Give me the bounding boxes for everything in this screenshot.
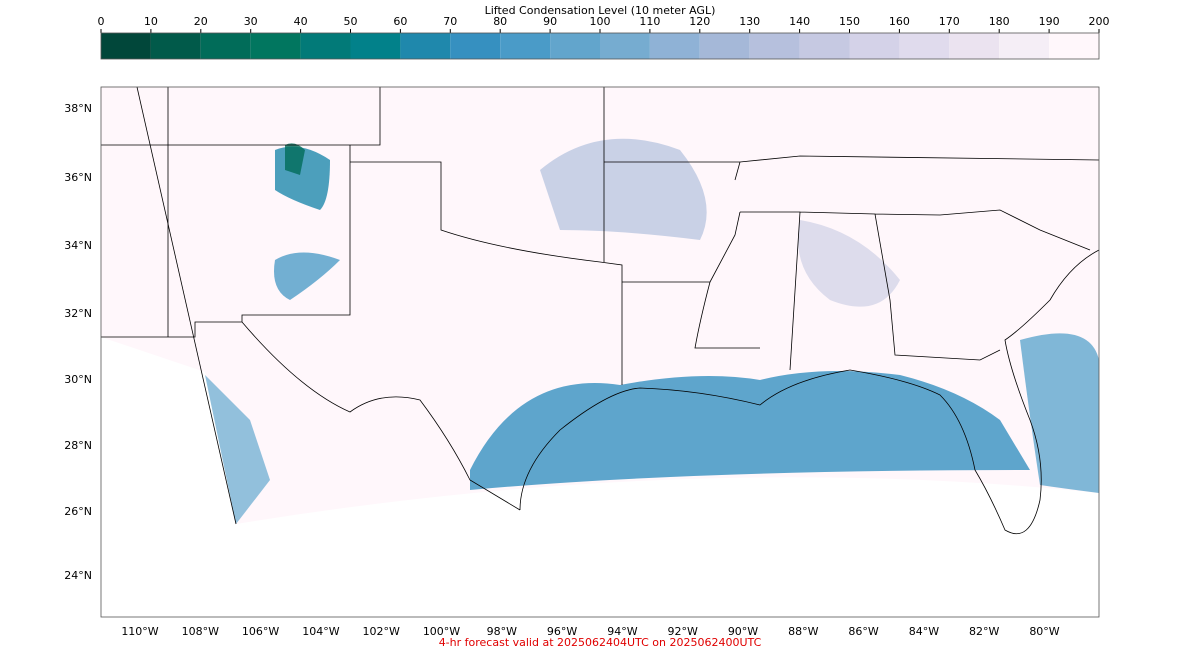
state-borders	[101, 87, 1100, 511]
lat-label: 30°N	[64, 373, 92, 386]
colorbar-tick-label: 160	[889, 15, 910, 28]
domain-edge	[136, 86, 237, 525]
colorbar-tick-label: 130	[739, 15, 760, 28]
colorbar-bin	[749, 33, 800, 59]
coastline	[519, 249, 1100, 535]
colorbar-bin	[101, 33, 151, 59]
map	[100, 86, 1100, 618]
lon-label: 100°W	[423, 625, 460, 638]
lat-label: 24°N	[64, 569, 92, 582]
colorbar-tick-label: 190	[1039, 15, 1060, 28]
colorbar-tick-label: 20	[194, 15, 208, 28]
colorbar-tick-label: 110	[639, 15, 660, 28]
colorbar-bin	[200, 33, 251, 59]
colorbar-bin	[350, 33, 401, 59]
colorbar-bin	[849, 33, 900, 59]
colorbar-bin	[699, 33, 750, 59]
al-field	[798, 220, 900, 307]
colorbar-frame	[100, 32, 1100, 60]
colorbar-tick-label: 0	[98, 15, 105, 28]
colorbar-tick-label: 120	[689, 15, 710, 28]
mexico-field	[205, 375, 270, 524]
lon-label: 110°W	[121, 625, 158, 638]
lat-label: 38°N	[64, 102, 92, 115]
lon-label: 108°W	[182, 625, 219, 638]
lon-label: 94°W	[607, 625, 637, 638]
colorbar-bin	[1049, 33, 1099, 59]
colorbar-tick-label: 30	[244, 15, 258, 28]
colorbar-bin	[999, 33, 1050, 59]
colorbar-tick-label: 150	[839, 15, 860, 28]
lon-label: 92°W	[668, 625, 698, 638]
map-labels: 38°N 36°N 34°N 32°N 30°N 28°N 26°N 24°N 110°W 108…	[64, 102, 1060, 638]
colorbar-tick-label: 40	[294, 15, 308, 28]
colorbar-tick-label: 90	[543, 15, 557, 28]
colorbar-tick-label: 50	[344, 15, 358, 28]
ar-field	[540, 138, 707, 240]
colorbar-tick-label: 70	[443, 15, 457, 28]
lat-label: 32°N	[64, 307, 92, 320]
nm-field-core	[285, 143, 305, 175]
gulf-field	[470, 371, 1030, 490]
lat-label: 26°N	[64, 505, 92, 518]
lon-label: 88°W	[788, 625, 818, 638]
colorbar-bin	[150, 33, 201, 59]
colorbar-tick-label: 200	[1089, 15, 1110, 28]
caption: 4-hr forecast valid at 2025062404UTC on …	[439, 636, 762, 649]
colorbar: 0 10 20 30 40 50 60 70 80 90 100 110 120 130 140 150 160…	[98, 15, 1110, 59]
colorbar-bin	[400, 33, 451, 59]
colorbar-bin	[799, 33, 850, 59]
colorbar-title: Lifted Condensation Level (10 meter AGL)	[485, 4, 716, 17]
colorbar-bin	[550, 33, 600, 59]
lon-label: 96°W	[547, 625, 577, 638]
colorbar-bin	[300, 33, 351, 59]
lon-label: 82°W	[969, 625, 999, 638]
colorbar-bin	[450, 33, 501, 59]
lon-label: 90°W	[728, 625, 758, 638]
colorbar-tick-label: 10	[144, 15, 158, 28]
atlantic-field	[1020, 333, 1099, 493]
colorbar-bin	[250, 33, 301, 59]
lon-label: 102°W	[363, 625, 400, 638]
colorbar-tick-label: 80	[493, 15, 507, 28]
colorbar-bin	[899, 33, 950, 59]
nm-south-field	[274, 252, 340, 300]
colorbar-bin	[500, 33, 551, 59]
lon-label: 106°W	[242, 625, 279, 638]
colorbar-bin	[949, 33, 1000, 59]
colorbar-bin	[649, 33, 700, 59]
lon-label: 80°W	[1029, 625, 1059, 638]
map-frame	[100, 86, 1100, 618]
colorbar-tick-label: 60	[393, 15, 407, 28]
lat-label: 34°N	[64, 239, 92, 252]
lon-label: 86°W	[848, 625, 878, 638]
colorbar-tick-label: 180	[989, 15, 1010, 28]
lat-label: 28°N	[64, 439, 92, 452]
lon-label: 84°W	[909, 625, 939, 638]
lon-label: 98°W	[487, 625, 517, 638]
colorbar-bin	[600, 33, 650, 59]
lat-label: 36°N	[64, 171, 92, 184]
colorbar-tick-label: 170	[939, 15, 960, 28]
colorbar-tick-label: 100	[590, 15, 611, 28]
colorbar-tick-label: 140	[789, 15, 810, 28]
lon-label: 104°W	[302, 625, 339, 638]
